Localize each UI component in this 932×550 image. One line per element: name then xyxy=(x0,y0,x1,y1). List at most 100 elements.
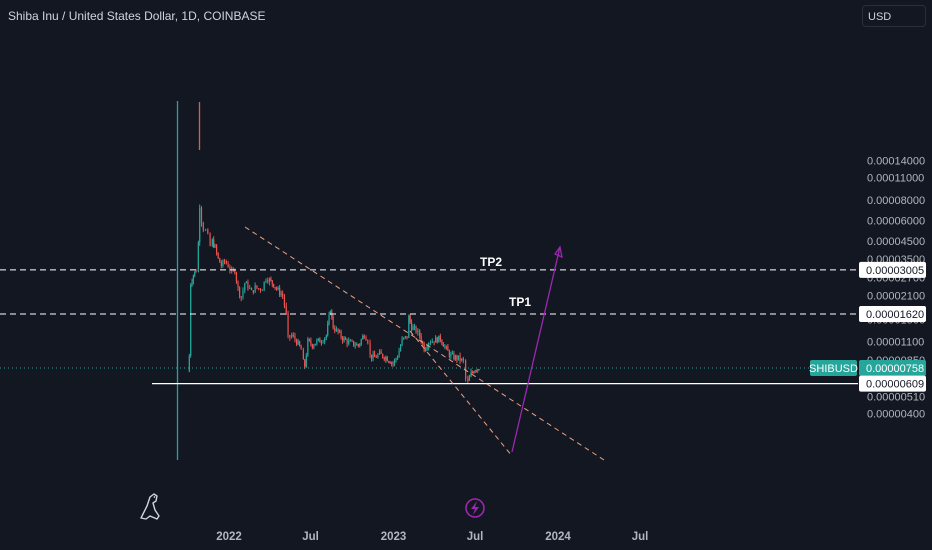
currency-selector[interactable]: USD xyxy=(862,5,926,27)
candle-body xyxy=(247,281,249,289)
candle-body xyxy=(273,283,275,288)
candle-body xyxy=(289,335,291,338)
candle-body xyxy=(445,346,447,348)
candle-body xyxy=(220,262,222,267)
candle-body xyxy=(451,353,453,355)
candle-body xyxy=(296,339,298,345)
candle-body xyxy=(356,344,358,346)
candle-body xyxy=(340,331,342,338)
candle-body xyxy=(385,357,387,360)
candle-body xyxy=(244,283,246,291)
candle-body xyxy=(332,316,334,329)
candle-body xyxy=(300,345,302,350)
candle-body xyxy=(380,351,382,354)
candle-body xyxy=(313,345,315,348)
candle-body xyxy=(235,273,238,282)
candle-body xyxy=(398,350,400,358)
candle-body xyxy=(271,280,273,284)
candle-body xyxy=(199,207,201,243)
candle-body xyxy=(200,207,203,224)
candle-body xyxy=(478,369,480,371)
candle-body xyxy=(412,326,414,331)
candle-body xyxy=(325,335,327,338)
candle-body xyxy=(399,345,402,351)
candle-body xyxy=(283,295,286,306)
candle-body xyxy=(217,252,219,259)
candle-body xyxy=(274,287,276,289)
candle-body xyxy=(401,338,403,346)
candle-body xyxy=(409,315,411,323)
candle-body xyxy=(465,360,467,379)
candle-body xyxy=(436,337,438,343)
candle-body xyxy=(258,288,260,290)
candle-body xyxy=(299,341,301,346)
candle-body xyxy=(362,335,364,340)
support-price-box xyxy=(859,375,926,392)
candle-body xyxy=(267,280,269,283)
candle-body xyxy=(392,362,394,364)
candle-body xyxy=(456,355,458,360)
candle-body xyxy=(359,343,361,346)
candle-body xyxy=(462,358,464,361)
candle-body xyxy=(369,342,371,355)
candle-body xyxy=(337,328,339,332)
candle-body xyxy=(382,353,384,358)
candle-body xyxy=(328,314,330,324)
candle-body xyxy=(423,343,425,351)
candle-body xyxy=(256,285,258,289)
candle-body xyxy=(307,338,309,356)
candle-body xyxy=(477,369,479,371)
candle-body xyxy=(442,343,444,347)
candle-body xyxy=(473,372,475,374)
last-price-box xyxy=(859,360,926,377)
candle-body xyxy=(245,281,247,284)
candle-body xyxy=(450,353,452,357)
candle-body xyxy=(250,288,253,291)
candle-body xyxy=(406,336,408,338)
candle-body xyxy=(259,289,262,291)
candle-body xyxy=(346,339,348,344)
candle-body xyxy=(467,378,469,381)
candle-body xyxy=(417,330,419,333)
candle-body xyxy=(420,335,422,342)
candle-body xyxy=(197,242,199,272)
candle-body xyxy=(234,269,236,274)
candle-body xyxy=(265,280,267,282)
candle-body xyxy=(211,239,213,246)
candle-body xyxy=(314,343,316,346)
candle-body xyxy=(191,281,193,285)
candle-body xyxy=(393,359,396,364)
candle-body xyxy=(282,293,284,296)
candle-body xyxy=(213,239,215,248)
candle-body xyxy=(254,285,256,293)
y-tick-label: 0.00014000 xyxy=(867,155,925,167)
candle-body xyxy=(223,260,226,262)
tradingview-logo-icon[interactable] xyxy=(140,493,160,520)
candle-body xyxy=(227,263,229,268)
y-tick-label: 0.00000400 xyxy=(867,409,925,421)
tp2-price-value: 0.00003005 xyxy=(866,265,924,277)
candle-body xyxy=(270,278,272,281)
time-axis[interactable]: 2022 Jul 2023 Jul 2024 Jul xyxy=(216,531,648,543)
candle-body xyxy=(474,370,476,373)
candle-body xyxy=(207,229,209,234)
candle-body xyxy=(453,353,455,360)
candle-body xyxy=(475,370,478,372)
candle-body xyxy=(261,289,263,291)
candle-body xyxy=(471,371,473,373)
x-tick-label: Jul xyxy=(302,531,319,543)
candle-body xyxy=(363,335,365,338)
y-tick-label: 0.00006000 xyxy=(867,216,925,228)
lightning-icon[interactable] xyxy=(465,498,485,518)
candle-body xyxy=(386,357,388,362)
candle-body xyxy=(338,331,341,333)
candle-body xyxy=(457,355,460,360)
x-tick-label: Jul xyxy=(467,531,484,543)
candle-body xyxy=(370,354,373,359)
candle-body xyxy=(276,287,278,289)
candle-body xyxy=(287,313,289,336)
x-tick-label: Jul xyxy=(632,531,649,543)
tp2-price-box xyxy=(859,261,926,278)
chart-title: Shiba Inu / United States Dollar, 1D, CO… xyxy=(8,9,266,23)
